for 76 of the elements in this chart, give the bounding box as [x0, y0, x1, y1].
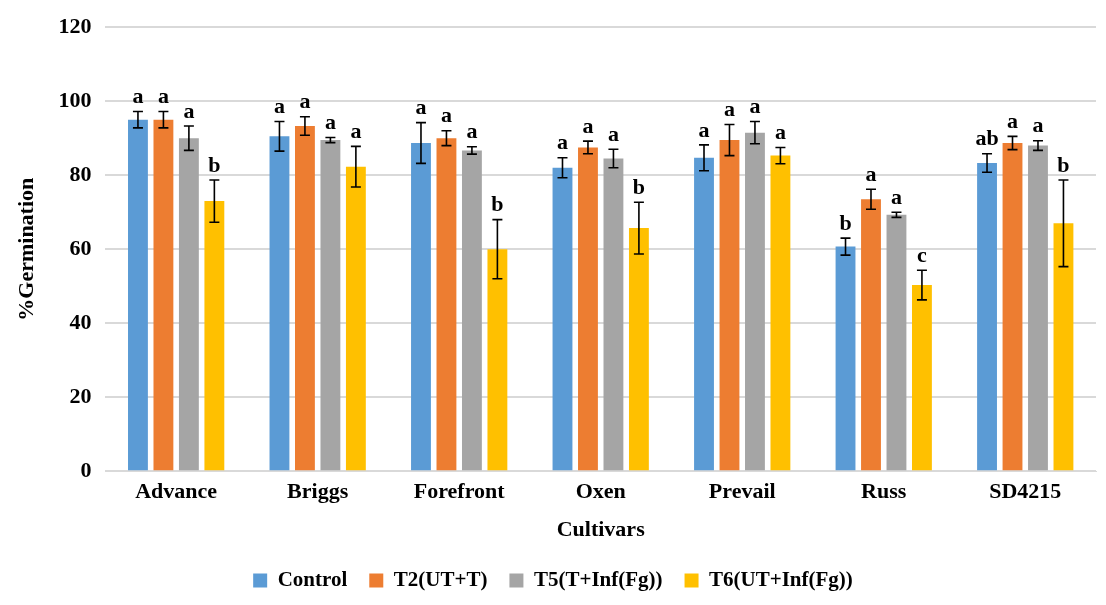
bar [1002, 143, 1023, 471]
y-tick-label: 60 [69, 234, 92, 260]
annotation: a [157, 83, 169, 109]
x-tick-label: Russ [861, 478, 907, 504]
bar [178, 138, 199, 471]
legend-label: Control [277, 566, 348, 591]
annotation: a [556, 129, 568, 155]
y-tick-label: 80 [69, 160, 92, 186]
annotation: b [632, 173, 646, 199]
annotation: a [466, 118, 478, 144]
x-tick-label: SD4215 [989, 478, 1062, 504]
x-tick-label: Oxen [575, 478, 626, 504]
annotation: a [698, 116, 710, 142]
bar [320, 140, 341, 471]
bar [770, 155, 791, 471]
y-tick-label: 120 [58, 12, 92, 38]
bar [719, 140, 740, 471]
annotation: a [350, 118, 362, 144]
annotation: a [749, 93, 761, 119]
annotation: a [299, 88, 311, 114]
annotation: a [132, 83, 144, 109]
annotation: b [1057, 151, 1070, 177]
bar [269, 136, 290, 471]
bar [1028, 145, 1048, 471]
annotation: a [415, 94, 427, 120]
bar [153, 119, 174, 471]
annotation: b [208, 151, 221, 177]
x-tick-label: Advance [135, 478, 218, 504]
annotation: a [183, 97, 195, 123]
x-axis-title: Cultivars [556, 516, 646, 542]
bar [411, 143, 431, 471]
annotation: a [1032, 112, 1044, 138]
bar [552, 167, 573, 471]
annotation: a [865, 160, 877, 186]
y-axis-title: %Germination [12, 177, 38, 321]
legend-label: T2(UT+T) [393, 566, 488, 591]
legend-label: T5(T+Inf(Fg)) [533, 566, 663, 591]
bar [745, 132, 765, 471]
bar [295, 125, 315, 471]
x-tick-label: Forefront [413, 478, 506, 504]
bar [204, 201, 225, 471]
bar [345, 166, 366, 471]
bar [128, 119, 148, 471]
annotation: a [723, 96, 735, 122]
x-tick-label: Briggs [287, 478, 349, 504]
bar [1053, 223, 1074, 471]
bar [628, 228, 649, 471]
annotation: a [1007, 108, 1019, 134]
annotation: a [890, 183, 902, 209]
bar [835, 246, 856, 471]
y-tick-label: 20 [69, 382, 92, 408]
x-tick-label: Prevail [708, 478, 776, 504]
bar [461, 150, 482, 471]
bar [487, 249, 508, 471]
bar [886, 214, 907, 471]
y-tick-label: 0 [80, 456, 92, 482]
bar [912, 285, 932, 471]
bar [436, 138, 457, 471]
annotation: a [273, 93, 285, 119]
bar [694, 157, 714, 471]
y-tick-label: 100 [58, 86, 92, 112]
y-tick-label: 40 [69, 308, 92, 334]
annotation: ab [975, 125, 999, 151]
bar [578, 147, 598, 471]
annotation: b [839, 209, 852, 235]
legend-label: T6(UT+Inf(Fg)) [709, 566, 853, 591]
annotation: a [324, 109, 336, 135]
bar [861, 199, 881, 471]
annotation: a [440, 102, 452, 128]
bar [977, 162, 997, 471]
annotation: a [582, 112, 594, 138]
annotation: b [491, 191, 504, 217]
annotation: c [917, 241, 928, 267]
annotation: a [774, 119, 786, 145]
bar [603, 158, 624, 471]
annotation: a [607, 120, 619, 146]
